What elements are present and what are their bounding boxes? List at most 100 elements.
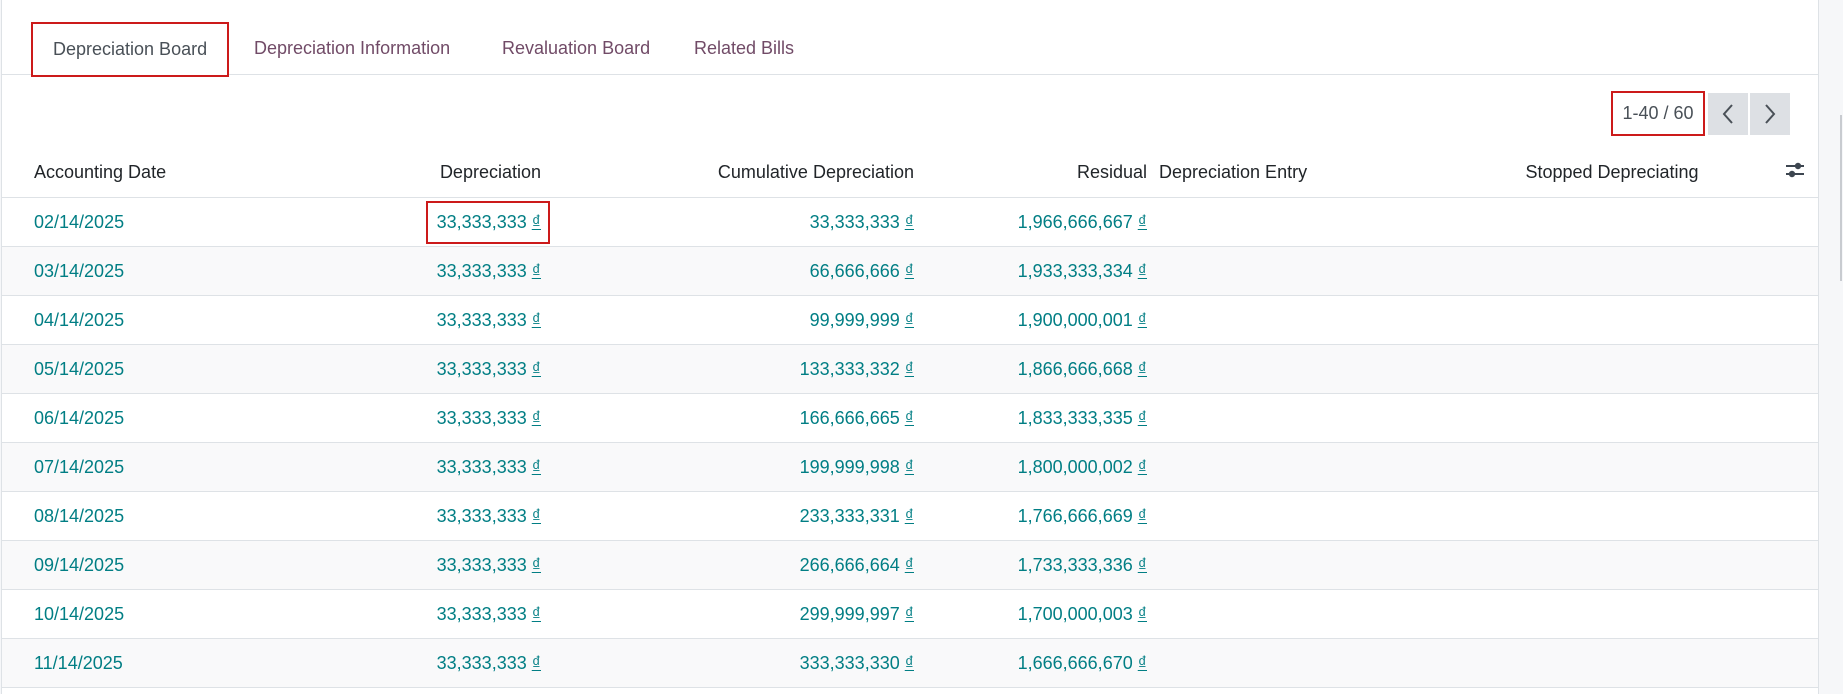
cell-depreciation-entry[interactable] <box>1159 442 1452 492</box>
cell-accounting-date[interactable]: 09/14/2025 <box>34 540 284 590</box>
cell-cumulative-depreciation[interactable]: 166,666,665 ₫ <box>541 393 914 443</box>
cell-depreciation-entry[interactable] <box>1159 295 1452 345</box>
currency-symbol: ₫ <box>1137 407 1147 428</box>
page-scrollbar[interactable] <box>1840 115 1842 281</box>
amount-value: 266,666,664 <box>799 554 900 575</box>
table-row[interactable]: 10/14/2025 33,333,333 ₫ 299,999,997 ₫ 1,700… <box>2 589 1818 639</box>
cell-residual[interactable]: 1,833,333,335 ₫ <box>914 393 1147 443</box>
cell-depreciation-entry[interactable] <box>1159 638 1452 688</box>
column-header-depreciation[interactable]: Depreciation <box>284 148 541 198</box>
cell-depreciation-entry[interactable] <box>1159 197 1452 247</box>
cell-stopped-depreciating[interactable] <box>1452 393 1772 443</box>
cell-residual[interactable]: 1,766,666,669 ₫ <box>914 491 1147 541</box>
cell-cumulative-depreciation[interactable]: 99,999,999 ₫ <box>541 295 914 345</box>
table-row[interactable]: 03/14/2025 33,333,333 ₫ 66,666,666 ₫ 1,933,… <box>2 246 1818 296</box>
cell-cumulative-depreciation[interactable]: 66,666,666 ₫ <box>541 246 914 296</box>
highlighted-amount[interactable]: 33,333,333 ₫ <box>425 200 550 244</box>
cell-stopped-depreciating[interactable] <box>1452 246 1772 296</box>
cell-depreciation[interactable]: 33,333,333 ₫ <box>284 197 550 247</box>
currency-symbol: ₫ <box>531 309 541 330</box>
cell-cumulative-depreciation[interactable]: 333,333,330 ₫ <box>541 638 914 688</box>
pager-previous-button[interactable] <box>1708 93 1748 135</box>
optional-columns-toggle[interactable] <box>1772 148 1818 198</box>
cell-stopped-depreciating[interactable] <box>1452 638 1772 688</box>
cell-depreciation[interactable]: 33,333,333 ₫ <box>284 491 541 541</box>
cell-residual[interactable]: 1,933,333,334 ₫ <box>914 246 1147 296</box>
cell-depreciation-entry[interactable] <box>1159 246 1452 296</box>
pager-next-button[interactable] <box>1750 93 1790 135</box>
cell-stopped-depreciating[interactable] <box>1452 442 1772 492</box>
cell-depreciation[interactable]: 33,333,333 ₫ <box>284 393 541 443</box>
cell-cumulative-depreciation[interactable]: 33,333,333 ₫ <box>541 197 914 247</box>
tab-depreciation-information[interactable]: Depreciation Information <box>254 38 451 58</box>
cell-depreciation[interactable]: 33,333,333 ₫ <box>284 638 541 688</box>
cell-accounting-date[interactable]: 11/14/2025 <box>34 638 284 688</box>
cell-depreciation[interactable]: 33,333,333 ₫ <box>284 344 541 394</box>
column-header-depreciation-entry[interactable]: Depreciation Entry <box>1159 148 1452 198</box>
cell-residual[interactable]: 1,666,666,670 ₫ <box>914 638 1147 688</box>
cell-residual[interactable]: 1,866,666,668 ₫ <box>914 344 1147 394</box>
cell-depreciation-entry[interactable] <box>1159 589 1452 639</box>
cell-stopped-depreciating[interactable] <box>1452 491 1772 541</box>
cell-cumulative-depreciation[interactable]: 133,333,332 ₫ <box>541 344 914 394</box>
cell-depreciation[interactable]: 33,333,333 ₫ <box>284 295 541 345</box>
table-row[interactable]: 07/14/2025 33,333,333 ₫ 199,999,998 ₫ 1,800… <box>2 442 1818 492</box>
cell-depreciation-entry[interactable] <box>1159 393 1452 443</box>
tab-depreciation-board[interactable]: Depreciation Board <box>31 22 230 77</box>
column-header-cumulative-depreciation[interactable]: Cumulative Depreciation <box>541 148 914 198</box>
cell-depreciation[interactable]: 33,333,333 ₫ <box>284 442 541 492</box>
table-row[interactable]: 09/14/2025 33,333,333 ₫ 266,666,664 ₫ 1,733… <box>2 540 1818 590</box>
cell-accounting-date[interactable]: 05/14/2025 <box>34 344 284 394</box>
cell-residual[interactable]: 1,900,000,001 ₫ <box>914 295 1147 345</box>
currency-symbol: ₫ <box>531 554 541 575</box>
currency-symbol: ₫ <box>904 652 914 673</box>
cell-accounting-date[interactable]: 04/14/2025 <box>34 295 284 345</box>
amount-value: 299,999,997 <box>799 603 900 624</box>
cell-stopped-depreciating[interactable] <box>1452 589 1772 639</box>
currency-symbol: ₫ <box>1137 211 1147 232</box>
cell-accounting-date[interactable]: 06/14/2025 <box>34 393 284 443</box>
cell-stopped-depreciating[interactable] <box>1452 295 1772 345</box>
cell-depreciation[interactable]: 33,333,333 ₫ <box>284 589 541 639</box>
table-row[interactable]: 02/14/2025 33,333,333 ₫ 33,333,333 ₫ 1,966,… <box>2 197 1818 247</box>
cell-stopped-depreciating[interactable] <box>1452 540 1772 590</box>
currency-symbol: ₫ <box>904 358 914 379</box>
cell-residual[interactable]: 1,700,000,003 ₫ <box>914 589 1147 639</box>
cell-accounting-date[interactable]: 10/14/2025 <box>34 589 284 639</box>
cell-cumulative-depreciation[interactable]: 266,666,664 ₫ <box>541 540 914 590</box>
cell-depreciation[interactable]: 33,333,333 ₫ <box>284 246 541 296</box>
cell-residual[interactable]: 1,733,333,336 ₫ <box>914 540 1147 590</box>
table-row[interactable]: 08/14/2025 33,333,333 ₫ 233,333,331 ₫ 1,766… <box>2 491 1818 541</box>
tab-revaluation-board[interactable]: Revaluation Board <box>502 38 651 58</box>
amount-value: 133,333,332 <box>799 358 900 379</box>
amount-value: 33,333,333 <box>436 456 527 477</box>
currency-symbol: ₫ <box>1137 652 1147 673</box>
table-row[interactable]: 06/14/2025 33,333,333 ₫ 166,666,665 ₫ 1,833… <box>2 393 1818 443</box>
tab-related-bills[interactable]: Related Bills <box>694 38 795 58</box>
cell-accounting-date[interactable]: 03/14/2025 <box>34 246 284 296</box>
column-header-residual[interactable]: Residual <box>914 148 1147 198</box>
cell-depreciation-entry[interactable] <box>1159 540 1452 590</box>
cell-stopped-depreciating[interactable] <box>1452 344 1772 394</box>
cell-residual[interactable]: 1,966,666,667 ₫ <box>914 197 1147 247</box>
column-header-stopped-depreciating[interactable]: Stopped Depreciating <box>1452 148 1772 198</box>
column-header-accounting-date[interactable]: Accounting Date <box>34 148 284 198</box>
pager-value[interactable]: 1-40 / 60 <box>1611 91 1705 136</box>
cell-depreciation-entry[interactable] <box>1159 491 1452 541</box>
cell-accounting-date[interactable]: 07/14/2025 <box>34 442 284 492</box>
cell-cumulative-depreciation[interactable]: 299,999,997 ₫ <box>541 589 914 639</box>
currency-symbol: ₫ <box>904 309 914 330</box>
amount-value: 66,666,666 <box>809 260 900 281</box>
cell-stopped-depreciating[interactable] <box>1452 197 1772 247</box>
table-row[interactable]: 05/14/2025 33,333,333 ₫ 133,333,332 ₫ 1,866… <box>2 344 1818 394</box>
currency-symbol: ₫ <box>1137 309 1147 330</box>
cell-depreciation[interactable]: 33,333,333 ₫ <box>284 540 541 590</box>
table-row[interactable]: 04/14/2025 33,333,333 ₫ 99,999,999 ₫ 1,900,… <box>2 295 1818 345</box>
cell-cumulative-depreciation[interactable]: 233,333,331 ₫ <box>541 491 914 541</box>
table-row[interactable]: 11/14/2025 33,333,333 ₫ 333,333,330 ₫ 1,666… <box>2 638 1818 688</box>
cell-residual[interactable]: 1,800,000,002 ₫ <box>914 442 1147 492</box>
cell-accounting-date[interactable]: 08/14/2025 <box>34 491 284 541</box>
cell-accounting-date[interactable]: 02/14/2025 <box>34 197 284 247</box>
cell-depreciation-entry[interactable] <box>1159 344 1452 394</box>
cell-cumulative-depreciation[interactable]: 199,999,998 ₫ <box>541 442 914 492</box>
